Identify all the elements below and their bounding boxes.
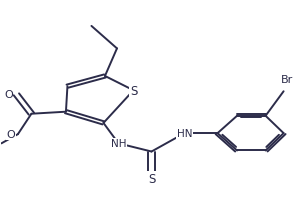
Text: O: O — [7, 130, 15, 139]
Text: S: S — [130, 84, 137, 97]
Text: O: O — [4, 90, 13, 100]
Text: S: S — [148, 172, 155, 185]
Text: Br: Br — [281, 75, 293, 85]
Text: NH: NH — [111, 139, 126, 149]
Text: HN: HN — [177, 129, 192, 138]
